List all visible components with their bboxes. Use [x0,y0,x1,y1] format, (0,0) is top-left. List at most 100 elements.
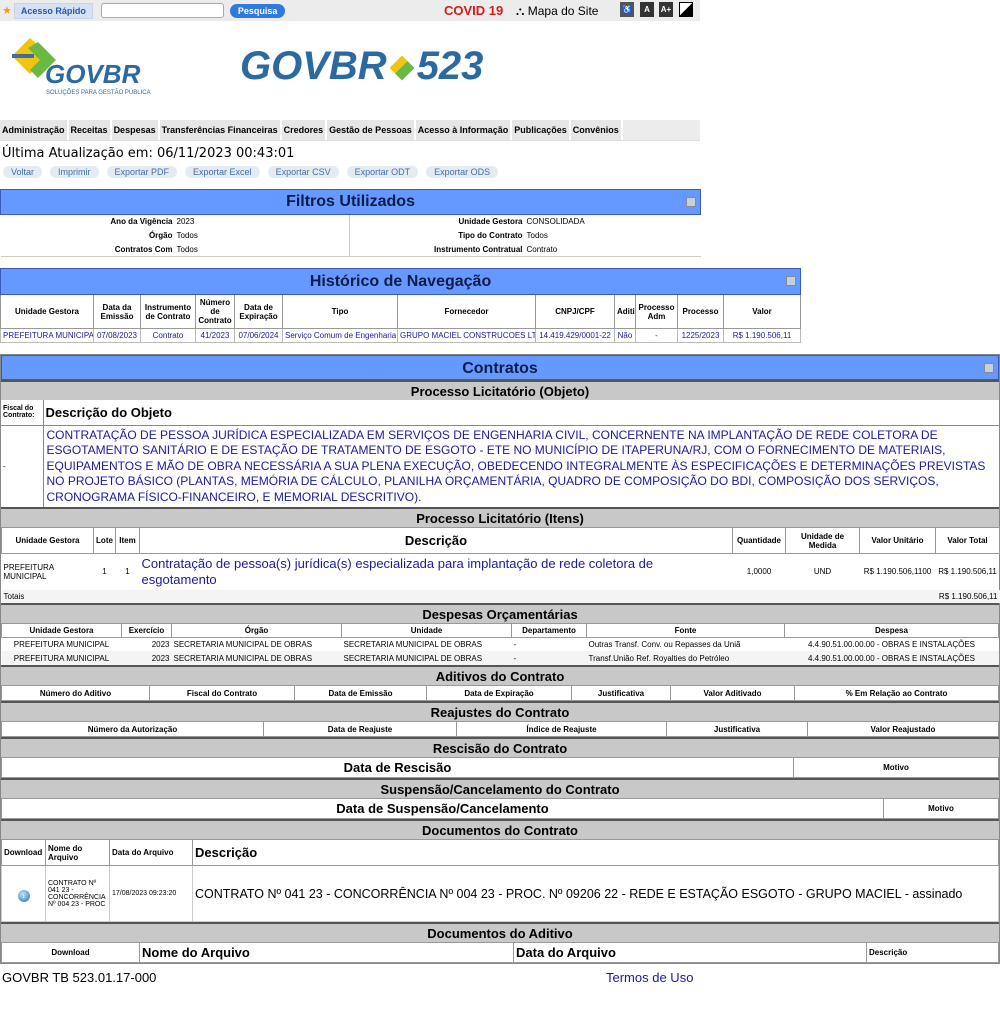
quick-access-button[interactable]: Acesso Rápido [13,2,93,19]
filter-value: Contrato [526,244,558,254]
cell: R$ 1.190.506,11 [938,567,997,577]
back-button[interactable]: Voltar [3,166,43,178]
export-pdf-button[interactable]: Exportar PDF [106,166,178,178]
nav-publicacoes[interactable]: Publicações [512,120,571,140]
nav-convenios[interactable]: Convênios [570,120,623,140]
cell[interactable]: 07/08/2023 [93,328,141,343]
filter-value: 2023 [174,214,350,229]
column-header: Data de Expiração [234,294,283,329]
cell: - [513,639,517,649]
expand-icon[interactable] [686,197,697,207]
cell: 1 [125,567,130,577]
column-header: Justificativa [666,721,808,737]
logo-tagline: SOLUÇÕES PARA GESTÃO PÚBLICA [46,90,151,96]
file-name: CONTRATO Nº 041 23 - CONCORRÊNCIA Nº 004… [45,865,110,922]
despesas-section-title: Despesas Orçamentárias [1,602,999,623]
cell[interactable]: - [635,328,678,343]
product-number: 523 [416,44,484,88]
export-csv-button[interactable]: Exportar CSV [267,166,339,178]
reajustes-table: Número da Autorização Data de Reajuste Índ… [1,721,999,737]
nav-receitas[interactable]: Receitas [68,120,112,140]
nav-administracao[interactable]: Administração [0,120,69,140]
contracts-title: Contratos [462,360,538,377]
search-button[interactable]: Pesquisa [229,3,286,18]
cell: Outras Transf. Conv. ou Repasses da Uniã [588,639,741,649]
rescisao-table: Data de Rescisão Motivo [1,757,999,778]
cell[interactable]: R$ 1.190.506,11 [722,328,802,343]
cell[interactable]: 14.419.429/0001-22 [535,328,615,343]
print-button[interactable]: Imprimir [50,166,99,178]
history-title: Histórico de Navegação [309,272,492,290]
cell[interactable]: 07/06/2024 [234,328,283,343]
column-header: Data de Reajuste [263,721,457,737]
export-excel-button[interactable]: Exportar Excel [185,166,260,178]
govbr-logo-mark-icon [12,38,56,78]
cell[interactable]: GRUPO MACIEL CONSTRUCOES LTDA [397,328,536,343]
govbr-523-logo: GOVBR 523 [240,44,483,89]
nav-credores[interactable]: Credores [281,120,328,140]
terms-link[interactable]: Termos de Uso [606,970,694,985]
column-header: Fonte [586,622,785,638]
history-row[interactable]: PREFEITURA MUNICIPAL 07/08/2023 Contrato 41… [0,328,802,343]
nav-gestao-pessoas[interactable]: Gestão de Pessoas [327,120,416,140]
document-row: ↓ CONTRATO Nº 041 23 - CONCORRÊNCIA Nº 0… [1,865,999,922]
column-header: Data de Suspensão/Cancelamento [1,798,884,819]
expand-icon[interactable] [786,276,797,286]
arrow-icon [389,55,415,81]
cell: 2023 [151,639,170,649]
font-larger-button[interactable]: A+ [659,2,673,17]
column-header: Lote [93,527,116,554]
site-map-label: Mapa do Site [527,4,599,18]
fiscal-label: Fiscal do Contrato: [1,400,44,425]
column-header: Exercício [121,622,172,638]
cell: UND [813,567,832,577]
nav-transferencias[interactable]: Transferências Financeiras [159,120,282,140]
nav-acesso-informacao[interactable]: Acesso à Informação [415,120,513,140]
column-header: Data da Emissão [93,294,141,329]
totals-value: R$ 1.190.506,11 [938,591,998,601]
column-header: Item [115,527,140,554]
filters-table: Filtros Utilizados Ano da Vigência 2023 Un… [0,189,702,257]
export-ods-button[interactable]: Exportar ODS [426,166,499,178]
column-header: CNPJ/CPF [535,294,615,329]
contracts-panel: Contratos Processo Licitatório (Objeto) … [0,354,1000,964]
site-map-link[interactable]: ⛬ Mapa do Site [516,4,598,19]
cell[interactable]: PREFEITURA MUNICIPAL [0,328,94,343]
column-header: Número do Aditivo [1,685,150,701]
filter-label: Instrumento Contratual [434,244,523,254]
cell[interactable]: Serviço Comum de Engenharia [282,328,398,343]
column-header: Departamento [511,622,587,638]
accessibility-icon[interactable]: ♿ [620,2,634,17]
cell[interactable]: Não [614,328,636,343]
font-normal-button[interactable]: A [640,2,654,17]
column-header: Data de Rescisão [1,757,794,778]
history-table: Histórico de Navegação Unidade Gestora Da… [0,268,802,343]
cell: 1 [102,567,107,577]
item-row: PREFEITURA MUNICIPAL 1 1 Contratação de pes… [2,554,1000,590]
column-header: Valor Reajustado [807,721,999,737]
contrast-button[interactable] [679,2,693,17]
action-buttons: Voltar Imprimir Exportar PDF Exportar Ex… [3,166,499,178]
cell[interactable]: 1225/2023 [677,328,724,343]
column-header: Instrumento de Contrato [140,294,196,329]
expand-icon[interactable] [984,363,994,373]
cell: SECRETARIA MUNICIPAL DE OBRAS [173,639,313,649]
search-input[interactable] [100,3,224,18]
nav-despesas[interactable]: Despesas [111,120,160,140]
column-header: Valor Total [935,527,1000,554]
column-header: Nome do Arquivo [139,942,514,963]
cell[interactable]: Contrato [140,328,196,343]
documentos-table: Download Nome do Arquivo Data do Arquivo De… [1,839,999,922]
column-header: Despesa [784,622,999,638]
column-header: Número de Contrato [195,294,235,329]
cell[interactable]: 41/2023 [195,328,235,343]
covid-link[interactable]: COVID 19 [444,3,504,18]
column-header: Aditivo [614,294,636,329]
file-description: CONTRATO Nº 041 23 - CONCORRÊNCIA Nº 004… [192,865,999,922]
cell: PREFEITURA MUNICIPAL [3,562,54,581]
column-header: Motivo [793,757,999,778]
suspensao-table: Data de Suspensão/Cancelamento Motivo [1,798,999,819]
reajustes-section-title: Reajustes do Contrato [1,701,999,721]
download-icon[interactable]: ↓ [17,889,30,902]
export-odt-button[interactable]: Exportar ODT [346,166,419,178]
